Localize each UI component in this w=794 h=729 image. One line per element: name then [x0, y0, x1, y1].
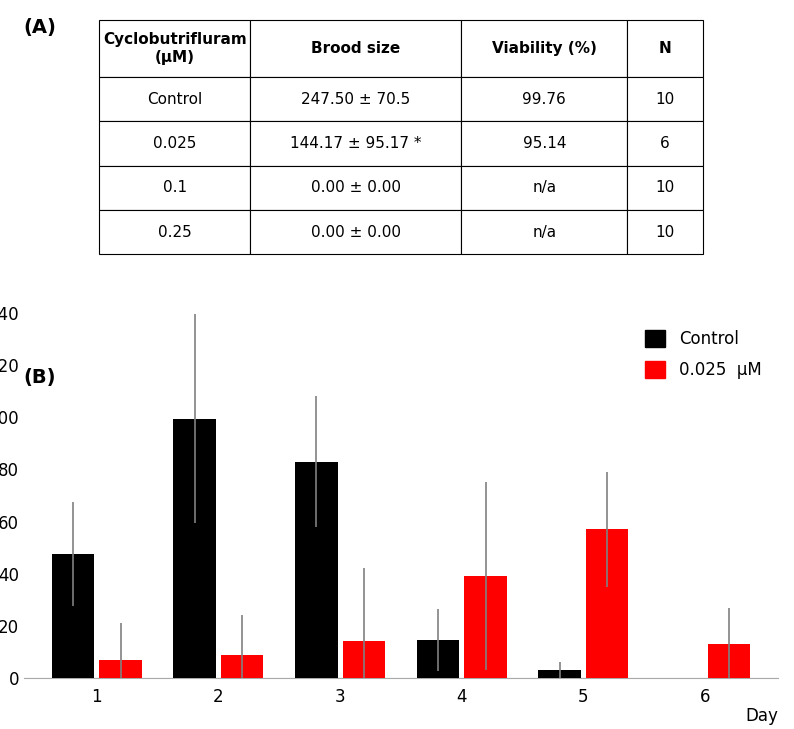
- Bar: [417, 640, 460, 678]
- Text: (A): (A): [24, 18, 56, 37]
- Bar: [173, 418, 216, 678]
- Legend: Control, 0.025  μM: Control, 0.025 μM: [637, 321, 770, 388]
- Bar: [221, 655, 264, 678]
- Bar: [538, 670, 581, 678]
- Bar: [464, 576, 507, 678]
- Bar: [342, 642, 385, 678]
- Text: Day: Day: [746, 707, 778, 725]
- Text: (B): (B): [24, 368, 56, 387]
- Bar: [707, 644, 750, 678]
- Bar: [295, 461, 337, 678]
- Bar: [99, 660, 142, 678]
- Bar: [52, 554, 94, 678]
- Bar: [586, 529, 629, 678]
